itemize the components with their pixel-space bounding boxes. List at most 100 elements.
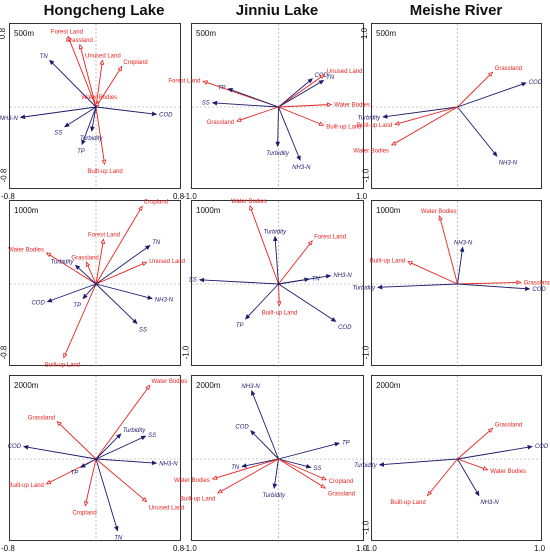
biplot-panel-jinniu-lake-1000m: 1000m Water Bodies Turbidity Forest Land SS T… [189,199,365,367]
y-tick-label: -1.0 [361,168,371,183]
vector-label-water-bodies: Water Bodies [8,247,44,253]
vector-turbidity [379,458,458,466]
arrowhead-ss [305,463,312,469]
vector-label-grassland: Grassland [495,66,522,72]
vector-label-cod: COD [8,444,22,450]
biplot-svg: 2000m NH3-N COD TP TN SS Water Bodies Built-up … [174,376,365,542]
arrowhead-water-bodies [145,384,151,391]
vector-ss [212,102,279,108]
arrowhead-water-bodies [326,102,333,108]
vector-label-built-up-land: Built-up Land [9,483,44,489]
vector-nh3-n [457,458,480,496]
vector-label-forest-land: Forest Land [51,30,83,36]
vector-label-water-bodies: Water Bodies [231,199,267,205]
arrowhead-cod [250,430,256,436]
vector-cod [95,106,157,115]
arrowhead-unused-land [99,59,105,65]
vector-ss [95,283,138,324]
vector-turbidity [277,106,279,147]
arrowhead-cod [23,444,29,450]
arrowhead-turbidity [90,126,95,132]
vector-cropland [278,458,327,481]
vector-label-cod: COD [532,287,546,293]
vector-label-cod: COD [338,325,352,331]
vector-unused-land [278,74,325,108]
vector-label-nh3-n: NH3-N [159,461,178,467]
arrowhead-nh3-n [474,490,480,497]
arrowhead-cod [307,78,313,84]
vector-label-tn: TN [152,240,161,246]
arrowhead-built-up-land [101,159,107,166]
vector-cropland [95,205,143,285]
vector-label-cropland: Cropland [329,479,353,485]
arrowhead-forest-land [100,238,106,244]
biplot-panel-meishe-river-1000m: 1000m Water Bodies NH3-N Built-up Land Grass… [352,200,550,367]
column-title-hongcheng: Hongcheng Lake [43,2,165,19]
arrowhead-water-bodies [211,475,218,480]
biplot-panel-hongcheng-lake-2000m: 2000m Water Bodies Grassland Built-up Land C… [8,375,187,542]
arrowhead-built-up-land [63,352,68,359]
vector-label-unused-land: Unused Land [149,259,185,265]
arrowhead-grassland [78,43,84,50]
arrowhead-tp [81,139,86,146]
vector-label-ss: SS [54,130,62,136]
vector-label-turbidity: Turbidity [264,230,288,236]
vector-cod [278,78,313,108]
vector-label-forest-land: Forest Land [88,232,120,238]
vector-turbidity [274,236,279,285]
vector-label-turbidity: Turbidity [51,259,75,265]
vector-unused-land [95,261,147,285]
arrowhead-tp [80,463,86,468]
vector-label-grassland: Grassland [328,492,355,498]
biplot-svg: 1000m Water Bodies Turbidity Forest Land SS T… [189,199,365,367]
vector-label-water-bodies: Water Bodies [152,379,188,385]
vector-water-bodies [278,104,332,108]
arrowhead-nh3-n [325,274,332,279]
arrowhead-built-up-land [426,490,433,497]
arrowhead-ss [132,318,138,325]
biplot-panel-meishe-river-500m: 500m Grassland COD Turbidity Built-up Land Wa… [353,23,543,190]
vector-label-ss: SS [189,278,197,284]
vector-label-turbidity: Turbidity [354,463,378,469]
arrowhead-nh3-n [151,460,158,466]
vector-label-nh3-n: NH3-N [241,384,260,390]
arrowhead-forest-land [307,240,313,246]
arrowhead-water-bodies [249,205,254,211]
vector-label-grassland: Grassland [65,38,92,44]
vector-forest-land [67,36,97,108]
buffer-label: 2000m [376,381,401,390]
arrowhead-turbidity [275,141,281,147]
vector-label-ss: SS [202,101,210,107]
arrowhead-ss [211,100,218,106]
vector-water-bodies [95,385,151,460]
y-tick-label: -0.8 [0,168,9,183]
arrowhead-unused-land [141,497,148,503]
vector-label-cropland: Cropland [123,60,147,66]
arrowhead-built-up-land [318,121,325,126]
vector-built-up-land [63,283,97,358]
vector-cod [47,283,97,303]
arrowhead-cropland [321,475,327,481]
biplot-svg: 1000m Cropland Forest Land Water Bodies Gras… [8,200,185,369]
vector-label-tn: TN [114,535,123,541]
vector-ss [95,435,146,460]
arrowhead-cod [521,82,527,87]
vector-ss [64,106,97,128]
arrowhead-built-up-land [217,488,223,494]
y-tick-label: 1.0 [360,27,370,40]
vector-label-cod: COD [159,113,173,119]
buffer-label: 500m [376,29,396,38]
vector-label-tp: TP [218,86,226,92]
vector-label-cod: COD [529,80,543,86]
arrowhead-ss [63,122,70,128]
x-tick-label: -1.0 [183,544,197,553]
buffer-label: 2000m [196,381,221,390]
vector-label-grassland: Grassland [495,422,522,428]
arrowhead-tn [49,59,55,65]
buffer-label: 500m [14,29,34,38]
biplot-panel-meishe-river-2000m: 2000m Grassland COD Turbidity Water Bodies Bu… [354,375,549,542]
vector-nh3-n [278,106,301,161]
arrowhead-grassland [516,280,522,285]
vector-label-tp: TP [236,323,244,329]
